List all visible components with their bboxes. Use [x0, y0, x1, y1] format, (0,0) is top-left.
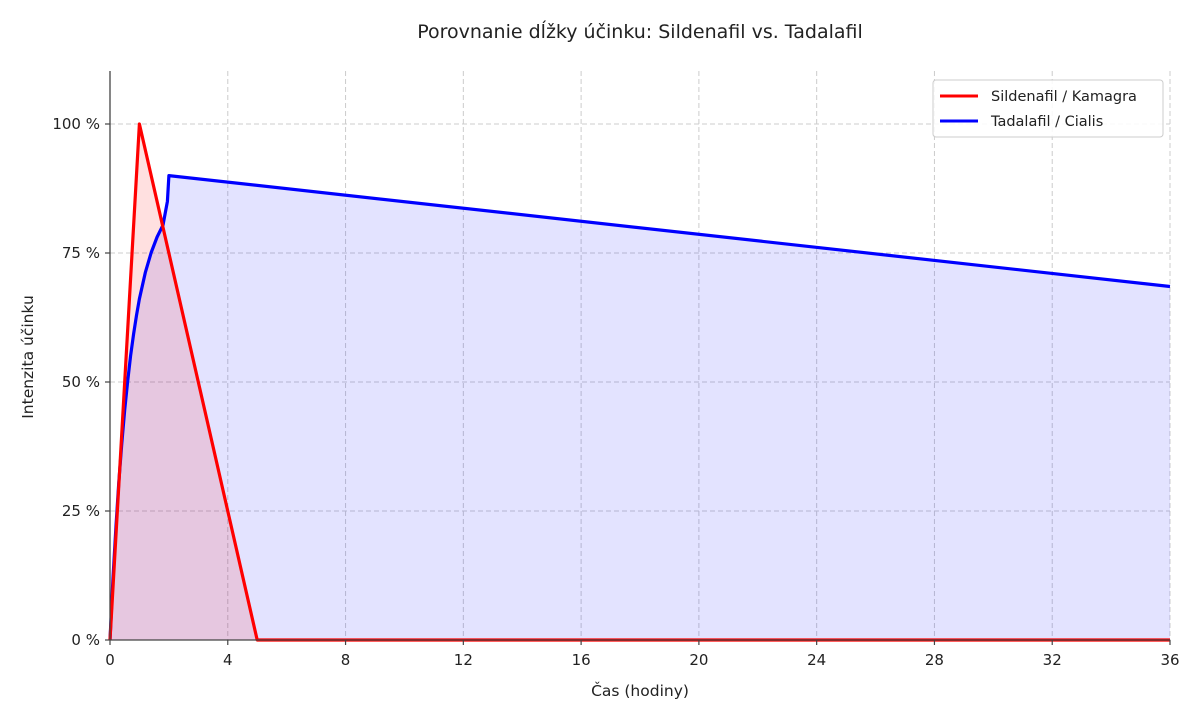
y-tick-label: 50 % [62, 373, 100, 391]
x-tick-label: 8 [341, 651, 351, 669]
series-area [110, 124, 1170, 640]
x-tick-label: 36 [1160, 651, 1179, 669]
x-tick-label: 32 [1043, 651, 1062, 669]
x-tick-label: 12 [454, 651, 473, 669]
series-area [110, 175, 1170, 640]
series-fills [110, 124, 1170, 640]
y-tick-label: 25 % [62, 502, 100, 520]
y-axis-label: Intenzita účinku [19, 295, 37, 419]
chart-title: Porovnanie dĺžky účinku: Sildenafil vs. … [417, 20, 863, 43]
legend-label-sildenafil: Sildenafil / Kamagra [991, 89, 1137, 105]
legend-box [932, 79, 1164, 138]
x-axis-ticks: 0 4 8 12 16 20 24 28 32 36 [105, 640, 1180, 669]
x-tick-label: 4 [223, 651, 233, 669]
x-axis-label: Čas (hodiny) [591, 681, 689, 700]
legend: Sildenafil / Kamagra Tadalafil / Cialis [932, 79, 1164, 138]
axes [109, 71, 1170, 641]
x-tick-label: 16 [572, 651, 591, 669]
y-tick-label: 100 % [52, 115, 100, 133]
legend-label-tadalafil: Tadalafil / Cialis [990, 114, 1103, 130]
x-tick-label: 20 [689, 651, 708, 669]
y-tick-label: 0 % [71, 631, 100, 649]
y-axis-ticks: 0 % 25 % 50 % 75 % 100 % [52, 115, 110, 649]
x-tick-label: 28 [925, 651, 944, 669]
x-tick-label: 24 [807, 651, 826, 669]
x-tick-label: 0 [105, 651, 115, 669]
y-tick-label: 75 % [62, 244, 100, 262]
